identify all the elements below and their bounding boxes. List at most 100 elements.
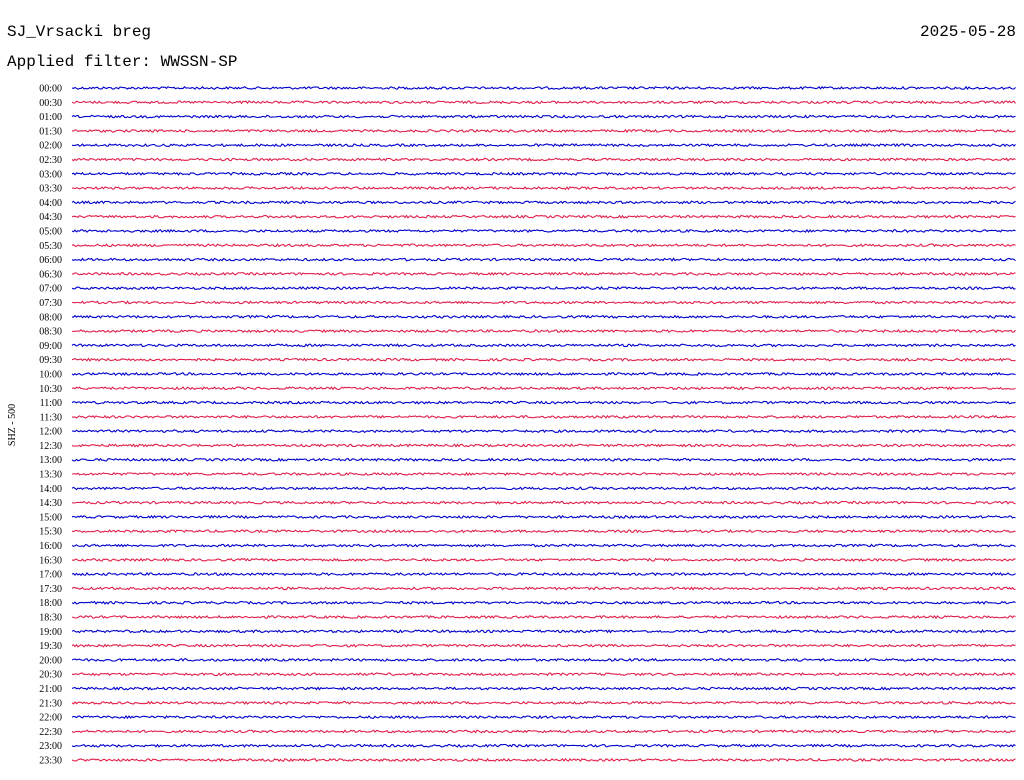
time-label: 05:00: [39, 226, 62, 237]
time-label: 18:30: [39, 613, 62, 624]
trace: [71, 357, 1016, 362]
trace: [71, 414, 1016, 419]
trace: [72, 128, 1016, 134]
time-label: 09:30: [39, 355, 62, 366]
trace: [71, 271, 1016, 276]
time-label: 11:00: [40, 398, 62, 409]
trace: [71, 743, 1016, 748]
time-label: 04:30: [39, 212, 62, 223]
trace: [71, 100, 1016, 105]
trace: [71, 571, 1016, 577]
trace: [71, 243, 1016, 248]
time-label: 14:30: [39, 498, 62, 509]
time-label: 21:00: [39, 684, 62, 695]
trace: [71, 343, 1016, 348]
trace: [71, 114, 1016, 119]
time-label: 17:30: [39, 584, 62, 595]
trace: [71, 257, 1016, 262]
trace: [71, 600, 1016, 605]
time-label: 07:30: [39, 298, 62, 309]
time-label: 09:00: [39, 341, 62, 352]
trace: [71, 200, 1016, 205]
trace: [71, 471, 1016, 477]
time-label: 19:00: [39, 627, 62, 638]
station-title: SJ_Vrsacki breg: [7, 23, 151, 41]
time-label: 12:00: [39, 427, 62, 438]
time-label: 20:00: [39, 655, 62, 666]
time-label: 17:00: [39, 570, 62, 581]
trace: [71, 300, 1016, 305]
trace: [72, 429, 1016, 434]
time-label: 22:00: [39, 713, 62, 724]
axis-label: SHZ - 500: [7, 404, 18, 446]
time-label: 03:00: [39, 169, 62, 180]
trace: [71, 400, 1016, 405]
time-label: 02:30: [39, 155, 62, 166]
time-label: 19:30: [39, 641, 62, 652]
trace: [71, 657, 1016, 663]
time-label: 15:30: [39, 527, 62, 538]
trace: [71, 528, 1016, 534]
trace: [71, 643, 1016, 648]
time-label: 21:30: [39, 698, 62, 709]
time-label: 23:30: [39, 756, 62, 767]
time-label: 15:00: [39, 512, 62, 523]
time-label: 10:00: [39, 369, 62, 380]
trace: [71, 672, 1016, 677]
trace: [71, 457, 1016, 462]
time-label: 16:30: [39, 555, 62, 566]
time-label: 05:30: [39, 241, 62, 252]
time-label: 00:30: [39, 98, 62, 109]
trace: [71, 757, 1016, 763]
time-label: 13:00: [39, 455, 62, 466]
trace: [71, 286, 1016, 291]
trace: [71, 85, 1016, 91]
time-label: 01:00: [39, 112, 62, 123]
filter-label: Applied filter: WWSSN-SP: [7, 53, 237, 71]
trace: [71, 686, 1016, 691]
time-label: 06:30: [39, 269, 62, 280]
time-label: 22:30: [39, 727, 62, 738]
time-label: 23:00: [39, 741, 62, 752]
time-label: 02:00: [39, 141, 62, 152]
time-label: 18:00: [39, 598, 62, 609]
time-label: 08:00: [39, 312, 62, 323]
time-label: 03:30: [39, 184, 62, 195]
trace: [71, 586, 1016, 591]
trace: [71, 185, 1016, 191]
trace: [71, 700, 1016, 705]
trace: [71, 629, 1016, 634]
trace: [71, 729, 1016, 734]
trace: [71, 171, 1016, 176]
time-label: 11:30: [40, 412, 62, 423]
trace: [71, 214, 1016, 219]
time-label: 10:30: [39, 384, 62, 395]
trace: [71, 500, 1016, 505]
trace: [71, 543, 1016, 548]
time-label: 12:30: [39, 441, 62, 452]
trace: [71, 157, 1016, 162]
time-label: 20:30: [39, 670, 62, 681]
trace: [71, 715, 1016, 720]
time-label: 13:30: [39, 470, 62, 481]
trace: [71, 486, 1016, 491]
trace: [71, 443, 1016, 448]
trace: [71, 386, 1016, 391]
trace: [71, 614, 1016, 620]
trace: [71, 143, 1016, 148]
trace: [71, 514, 1016, 519]
time-label: 08:30: [39, 327, 62, 338]
time-label: 07:00: [39, 284, 62, 295]
time-label: 01:30: [39, 126, 62, 137]
time-label: 04:00: [39, 198, 62, 209]
trace: [71, 371, 1016, 377]
trace: [71, 314, 1016, 319]
time-label: 14:00: [39, 484, 62, 495]
trace: [71, 328, 1016, 334]
trace: [71, 557, 1016, 563]
trace: [71, 228, 1016, 234]
time-label: 06:00: [39, 255, 62, 266]
time-label: 00:00: [39, 84, 62, 95]
time-label: 16:00: [39, 541, 62, 552]
